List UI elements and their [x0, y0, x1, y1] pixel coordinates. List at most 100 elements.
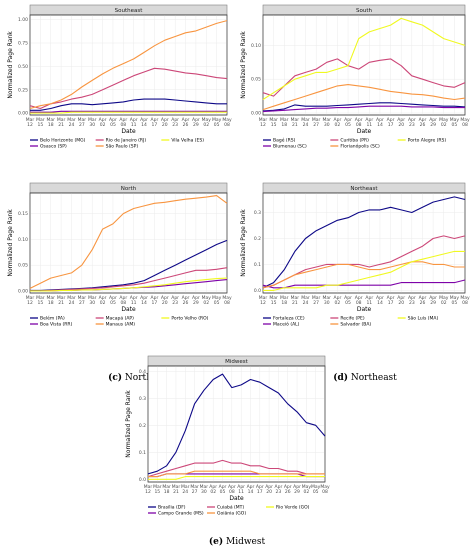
- x-tick-label: Apr: [219, 484, 227, 490]
- x-tick-label: 14: [248, 489, 254, 495]
- x-tick-label: Mar: [26, 295, 35, 301]
- y-tick-label: 0.2: [254, 236, 261, 242]
- legend-entry: Blumenau (SC): [273, 144, 307, 150]
- x-tick-label: 24: [182, 489, 188, 495]
- x-tick-label: 24: [69, 300, 75, 306]
- x-tick-label: Apr: [397, 117, 405, 123]
- x-tick-label: Mar: [291, 295, 300, 301]
- legend-entry: Bagé (RS): [273, 137, 296, 144]
- x-tick-label: Apr: [419, 117, 427, 123]
- x-tick-label: 15: [154, 489, 160, 495]
- y-tick-label: 0.10: [18, 237, 28, 243]
- y-tick-label: 0.05: [18, 263, 28, 269]
- x-tick-label: 21: [292, 300, 298, 306]
- x-tick-label: 30: [89, 122, 95, 128]
- x-tick-label: 20: [266, 489, 272, 495]
- x-tick-label: 24: [303, 122, 309, 128]
- x-tick-label: 27: [192, 489, 198, 495]
- x-tick-label: May: [212, 295, 222, 301]
- x-tick-label: Apr: [130, 117, 138, 123]
- x-tick-label: Apr: [429, 117, 437, 123]
- series-line: [262, 84, 466, 111]
- x-tick-label: 23: [172, 300, 178, 306]
- x-tick-label: Mar: [88, 117, 97, 123]
- plot-area: [262, 192, 466, 294]
- plot-border: [29, 14, 228, 116]
- x-tick-label: May: [302, 484, 312, 490]
- x-tick-label: Mar: [200, 484, 209, 490]
- x-tick-label: Apr: [119, 295, 127, 301]
- x-tick-label: May: [460, 117, 470, 123]
- x-tick-label: 21: [173, 489, 179, 495]
- panel-b: South0.000.050.10Mar12Mar15Mar18Mar21Mar…: [240, 4, 470, 206]
- legend-entry: Belo Horizonte (MG): [40, 138, 86, 144]
- y-tick-label: 0.4: [139, 369, 146, 375]
- x-tick-label: 08: [462, 122, 468, 128]
- x-tick-label: 18: [281, 122, 287, 128]
- x-tick-label: Apr: [293, 484, 301, 490]
- x-tick-label: Apr: [209, 484, 217, 490]
- y-tick-label: 0.1: [139, 450, 146, 456]
- x-tick-label: 23: [276, 489, 282, 495]
- x-tick-label: 20: [162, 122, 168, 128]
- x-tick-label: May: [439, 295, 449, 301]
- x-tick-label: Apr: [171, 117, 179, 123]
- x-tick-label: 21: [292, 122, 298, 128]
- x-tick-label: 26: [420, 122, 426, 128]
- x-tick-label: 05: [110, 122, 116, 128]
- x-tick-label: Apr: [182, 295, 190, 301]
- x-tick-label: 14: [141, 300, 147, 306]
- legend-entry: Porto Velho (RO): [171, 316, 208, 322]
- x-tick-label: 17: [388, 300, 394, 306]
- x-tick-label: Mar: [269, 117, 278, 123]
- series-line: [30, 267, 228, 292]
- x-tick-label: 02: [335, 122, 341, 128]
- x-tick-label: Apr: [109, 117, 117, 123]
- x-tick-label: 26: [183, 300, 189, 306]
- x-tick-label: Mar: [301, 117, 310, 123]
- x-tick-label: 30: [201, 489, 207, 495]
- panel-a: Southeast0.000.250.500.751.00Mar12Mar15M…: [7, 4, 232, 206]
- subfigure-text: Northeast: [348, 373, 397, 383]
- y-tick-label: 0.15: [18, 211, 28, 217]
- x-tick-label: 11: [131, 300, 137, 306]
- x-tick-label: 02: [335, 300, 341, 306]
- legend-entry: São Paulo (SP): [106, 144, 139, 150]
- y-tick-label: 0.00: [251, 110, 261, 116]
- x-tick-label: Apr: [387, 295, 395, 301]
- x-tick-label: 18: [48, 122, 54, 128]
- series-line: [262, 105, 465, 113]
- x-tick-label: 27: [79, 300, 85, 306]
- x-tick-label: 12: [27, 122, 33, 128]
- x-tick-label: 12: [260, 300, 266, 306]
- x-tick-label: 05: [214, 300, 220, 306]
- x-tick-label: 08: [224, 300, 230, 306]
- x-tick-label: Mar: [323, 295, 332, 301]
- legend-entry: Maceió (AL): [273, 321, 300, 328]
- x-tick-label: Mar: [26, 117, 35, 123]
- x-tick-label: 26: [285, 489, 291, 495]
- x-tick-label: Apr: [419, 295, 427, 301]
- x-tick-label: 08: [120, 122, 126, 128]
- plot-border: [262, 192, 466, 294]
- x-tick-label: Apr: [365, 117, 373, 123]
- x-tick-label: 24: [303, 300, 309, 306]
- facet-title: South: [356, 8, 372, 14]
- x-tick-label: 11: [238, 489, 244, 495]
- x-tick-label: Apr: [334, 117, 342, 123]
- x-tick-label: 05: [345, 122, 351, 128]
- legend-entry: Vila Velha (ES): [171, 138, 204, 144]
- facet-title: Midwest: [225, 359, 249, 365]
- y-tick-label: 0.3: [254, 210, 261, 216]
- x-axis-title: Date: [229, 495, 244, 502]
- x-tick-label: Apr: [119, 117, 127, 123]
- x-tick-label: 12: [145, 489, 151, 495]
- x-tick-label: 12: [27, 300, 33, 306]
- x-tick-label: Mar: [36, 295, 45, 301]
- series-line: [147, 373, 326, 475]
- x-tick-label: 08: [224, 122, 230, 128]
- legend-entry: Recife (PE): [340, 316, 365, 322]
- x-tick-label: 05: [220, 489, 226, 495]
- x-tick-label: 15: [271, 122, 277, 128]
